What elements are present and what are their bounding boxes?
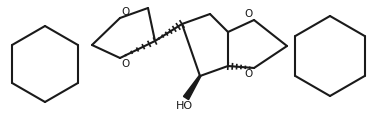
Text: O: O [245,69,253,79]
Text: O: O [245,9,253,19]
Text: O: O [121,59,129,69]
Polygon shape [184,76,201,100]
Text: HO: HO [176,101,193,111]
Text: O: O [121,7,129,17]
